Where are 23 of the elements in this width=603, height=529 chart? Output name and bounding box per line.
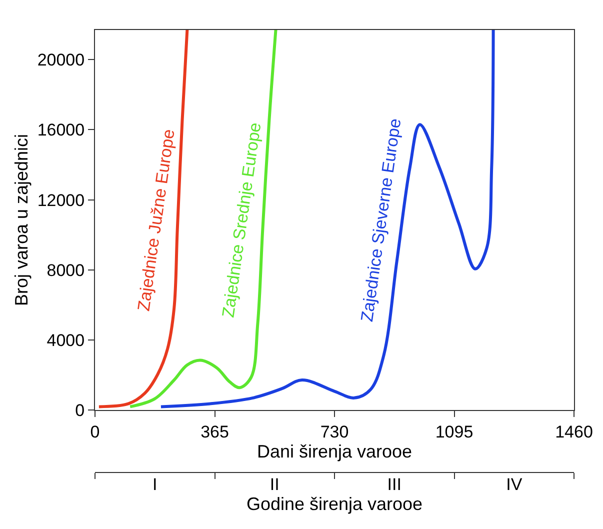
x-tick-label: 365: [200, 422, 229, 442]
text: Zajednice Južne Europe: [134, 128, 178, 312]
line-series: [128, 30, 278, 408]
y-tick-label: 4000: [46, 331, 85, 350]
x-tick-label: 730: [320, 422, 349, 442]
text: III: [387, 474, 402, 494]
y-tick-label: 12000: [37, 190, 85, 210]
x-axis-title: Dani širenja varooe: [256, 442, 412, 462]
x-tick-label: 1095: [435, 422, 474, 442]
y-tick-label: 8000: [46, 260, 85, 280]
text: I: [152, 474, 158, 494]
x-tick-label: 0: [90, 422, 100, 442]
text: II: [270, 474, 280, 494]
y-tick-label: 16000: [37, 120, 85, 140]
line-series: [97, 30, 189, 408]
text: IV: [506, 474, 523, 494]
y-axis-title: Broj varoa u zajednici: [12, 134, 32, 306]
y-tick-label: 20000: [37, 50, 85, 70]
x2-axis-title: Godine širenja varooe: [246, 494, 423, 514]
text: Zajednice Sjeverne Europe: [357, 117, 405, 323]
x-tick-label: 1460: [555, 422, 593, 442]
y-tick-label: 0: [75, 401, 85, 420]
text: Zajednice Srednje Europe: [218, 121, 265, 319]
